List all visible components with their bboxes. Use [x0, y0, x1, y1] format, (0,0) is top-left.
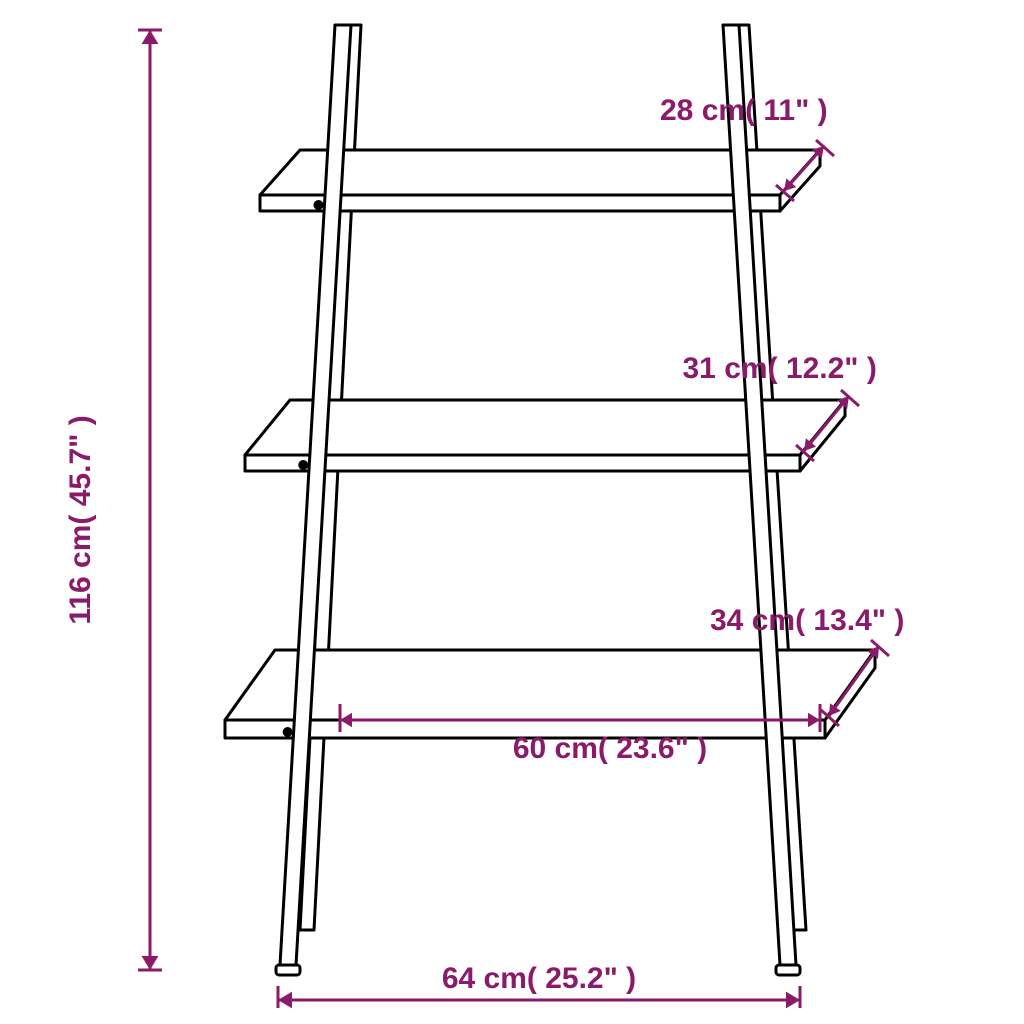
dim-bottom-depth: 34 cm( 13.4" ) [710, 604, 904, 637]
dim-top-depth: 28 cm( 11" ) [660, 94, 828, 127]
dim-height: 116 cm( 45.7" ) [64, 415, 97, 624]
dim-base-width: 64 cm( 25.2" ) [442, 962, 636, 995]
dim-shelf-width: 60 cm( 23.6" ) [513, 732, 707, 765]
dim-mid-depth: 31 cm( 12.2" ) [683, 352, 877, 385]
